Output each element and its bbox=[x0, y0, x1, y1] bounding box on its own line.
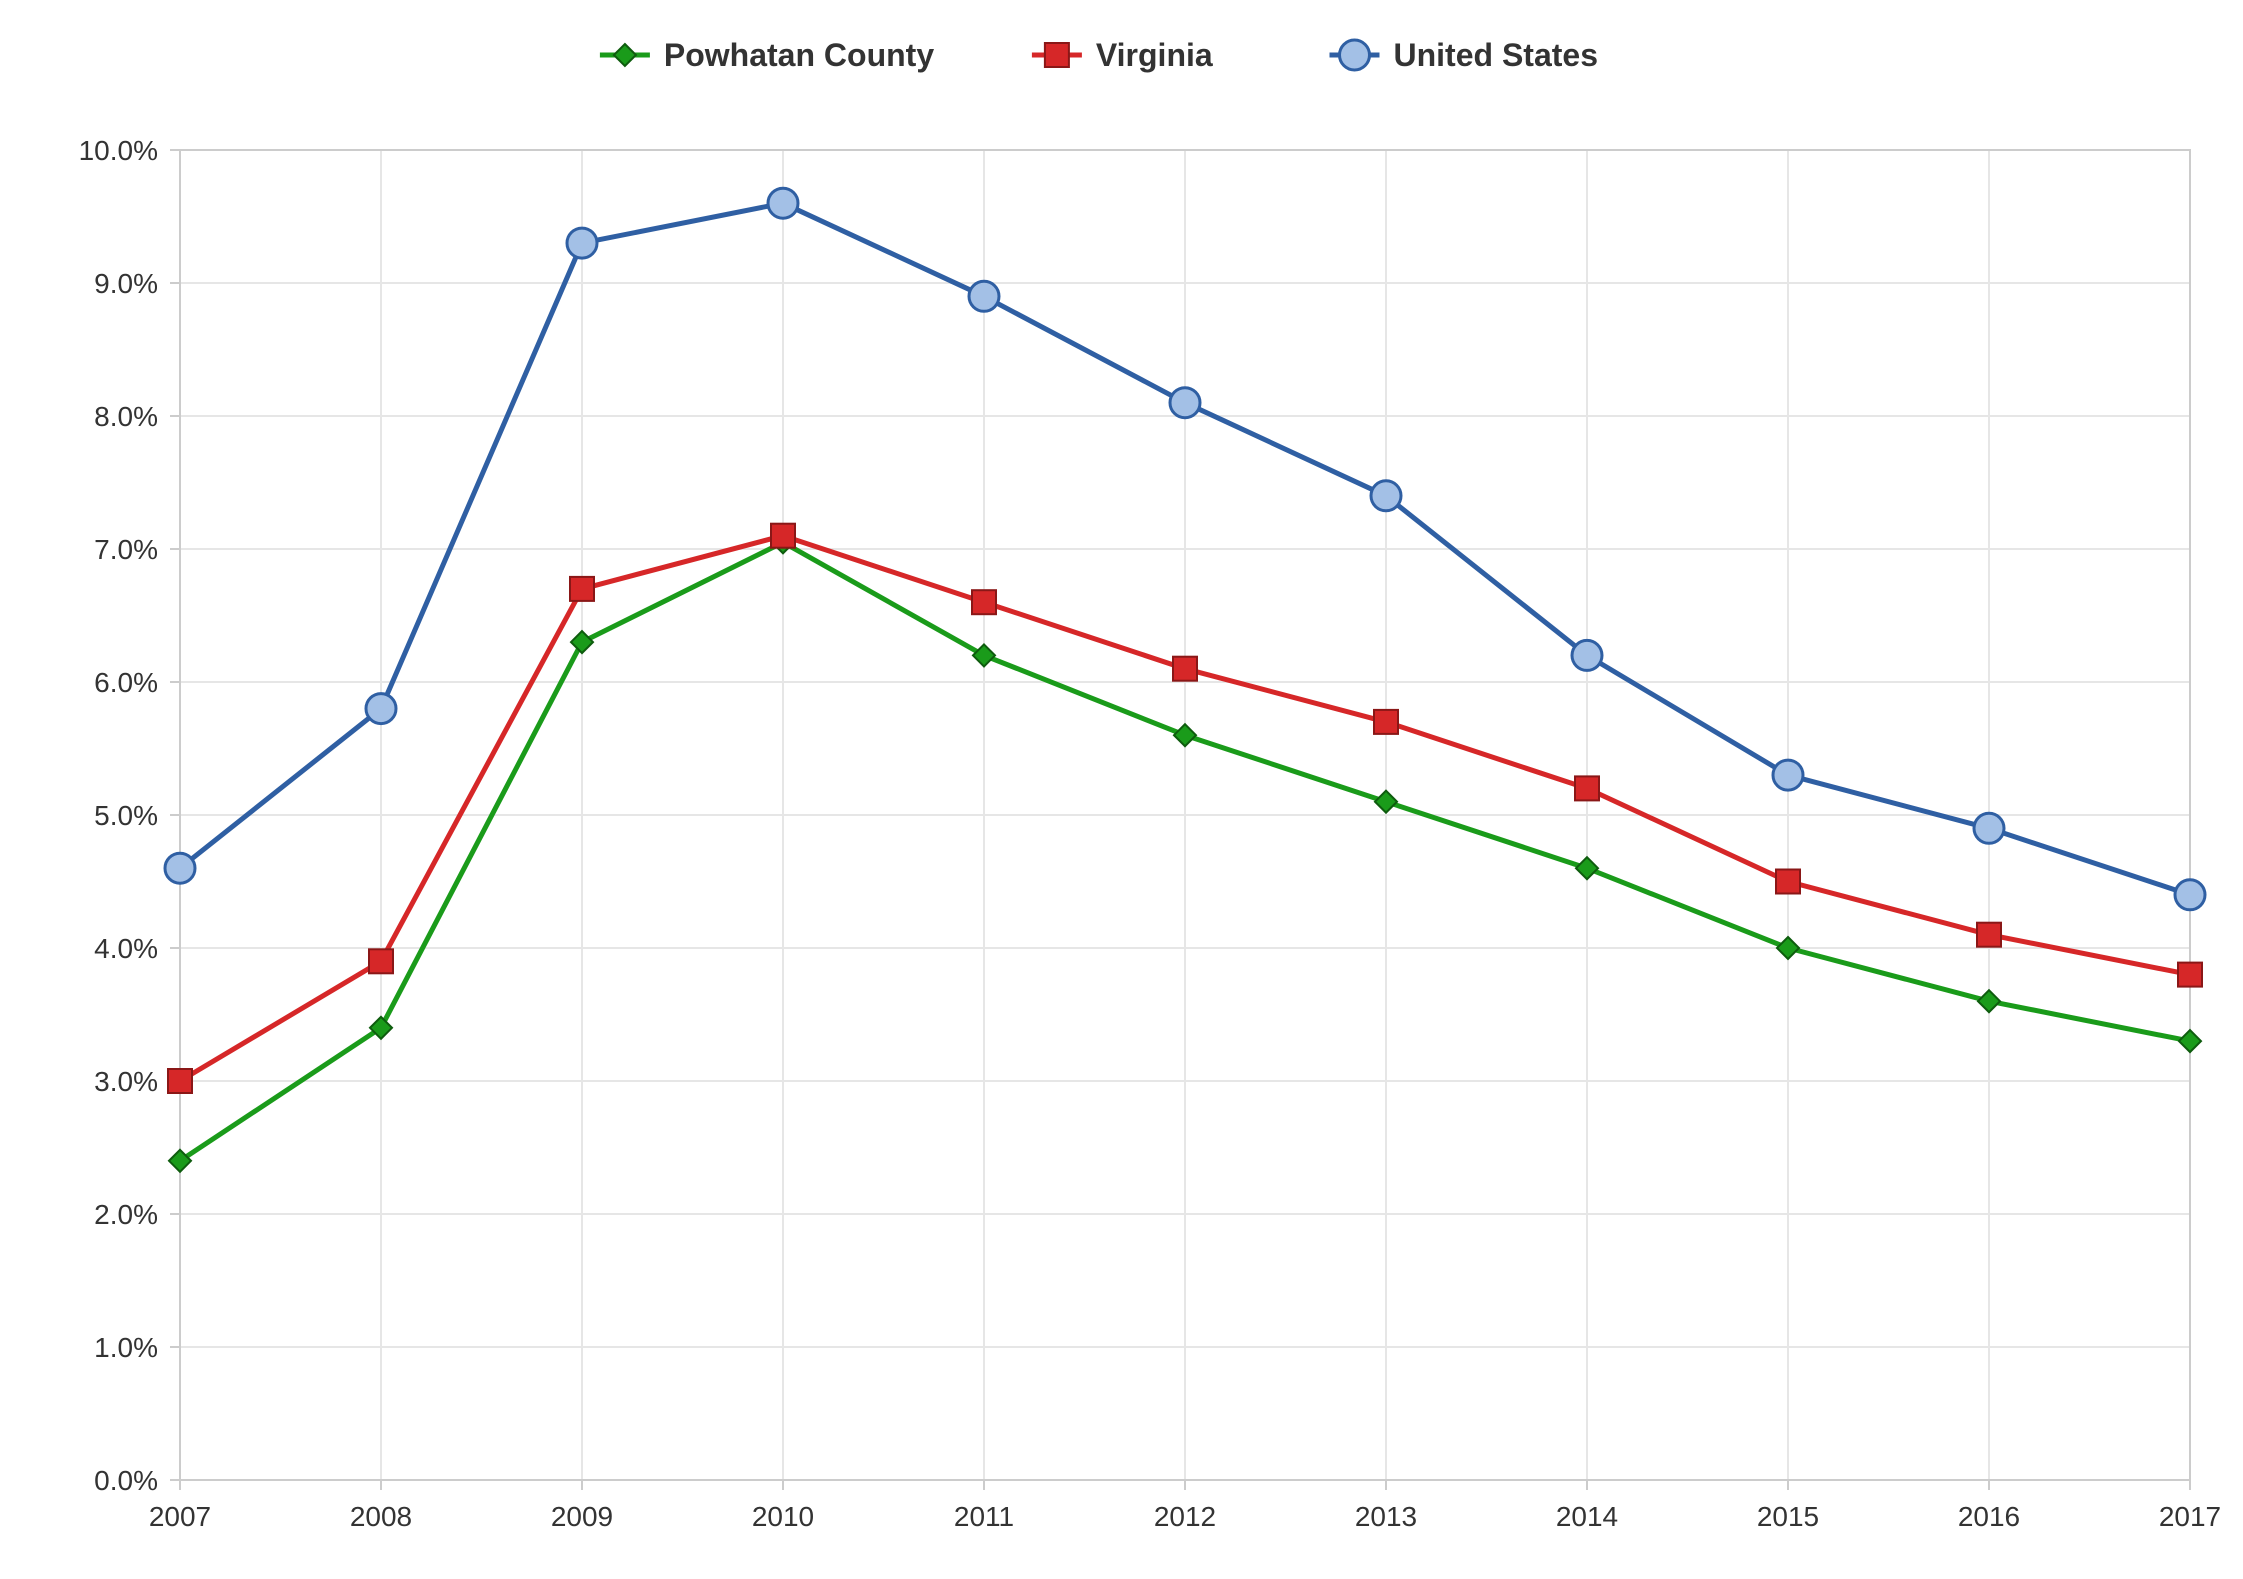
x-tick-label: 2014 bbox=[1556, 1501, 1618, 1532]
x-tick-label: 2015 bbox=[1757, 1501, 1819, 1532]
x-tick-label: 2009 bbox=[551, 1501, 613, 1532]
legend-label: Powhatan County bbox=[664, 37, 934, 73]
x-tick-label: 2013 bbox=[1355, 1501, 1417, 1532]
x-tick-label: 2011 bbox=[954, 1501, 1014, 1532]
y-tick-label: 2.0% bbox=[94, 1199, 158, 1230]
line-chart: 2007 2008 2009 2010 2011 2012 2013 2014 2015 2016… bbox=[0, 0, 2243, 1579]
y-tick-label: 1.0% bbox=[94, 1332, 158, 1363]
y-tick-label: 3.0% bbox=[94, 1066, 158, 1097]
chart-svg: 2007 2008 2009 2010 2011 2012 2013 2014 2015 2016… bbox=[0, 0, 2243, 1579]
y-tick-label: 6.0% bbox=[94, 667, 158, 698]
legend-label: Virginia bbox=[1096, 37, 1213, 73]
y-tick-label: 5.0% bbox=[94, 800, 158, 831]
x-tick-label: 2007 bbox=[149, 1501, 211, 1532]
legend-label: United States bbox=[1394, 37, 1598, 73]
y-tick-label: 8.0% bbox=[94, 401, 158, 432]
x-tick-label: 2012 bbox=[1154, 1501, 1216, 1532]
y-tick-label: 0.0% bbox=[94, 1465, 158, 1496]
x-tick-label: 2017 bbox=[2159, 1501, 2221, 1532]
x-tick-label: 2008 bbox=[350, 1501, 412, 1532]
y-tick-label: 9.0% bbox=[94, 268, 158, 299]
x-tick-label: 2010 bbox=[752, 1501, 814, 1532]
y-tick-label: 7.0% bbox=[94, 534, 158, 565]
y-tick-label: 4.0% bbox=[94, 933, 158, 964]
y-tick-label: 10.0% bbox=[79, 135, 158, 166]
legend-item-1[interactable]: Virginia bbox=[1032, 37, 1213, 73]
x-tick-label: 2016 bbox=[1958, 1501, 2020, 1532]
